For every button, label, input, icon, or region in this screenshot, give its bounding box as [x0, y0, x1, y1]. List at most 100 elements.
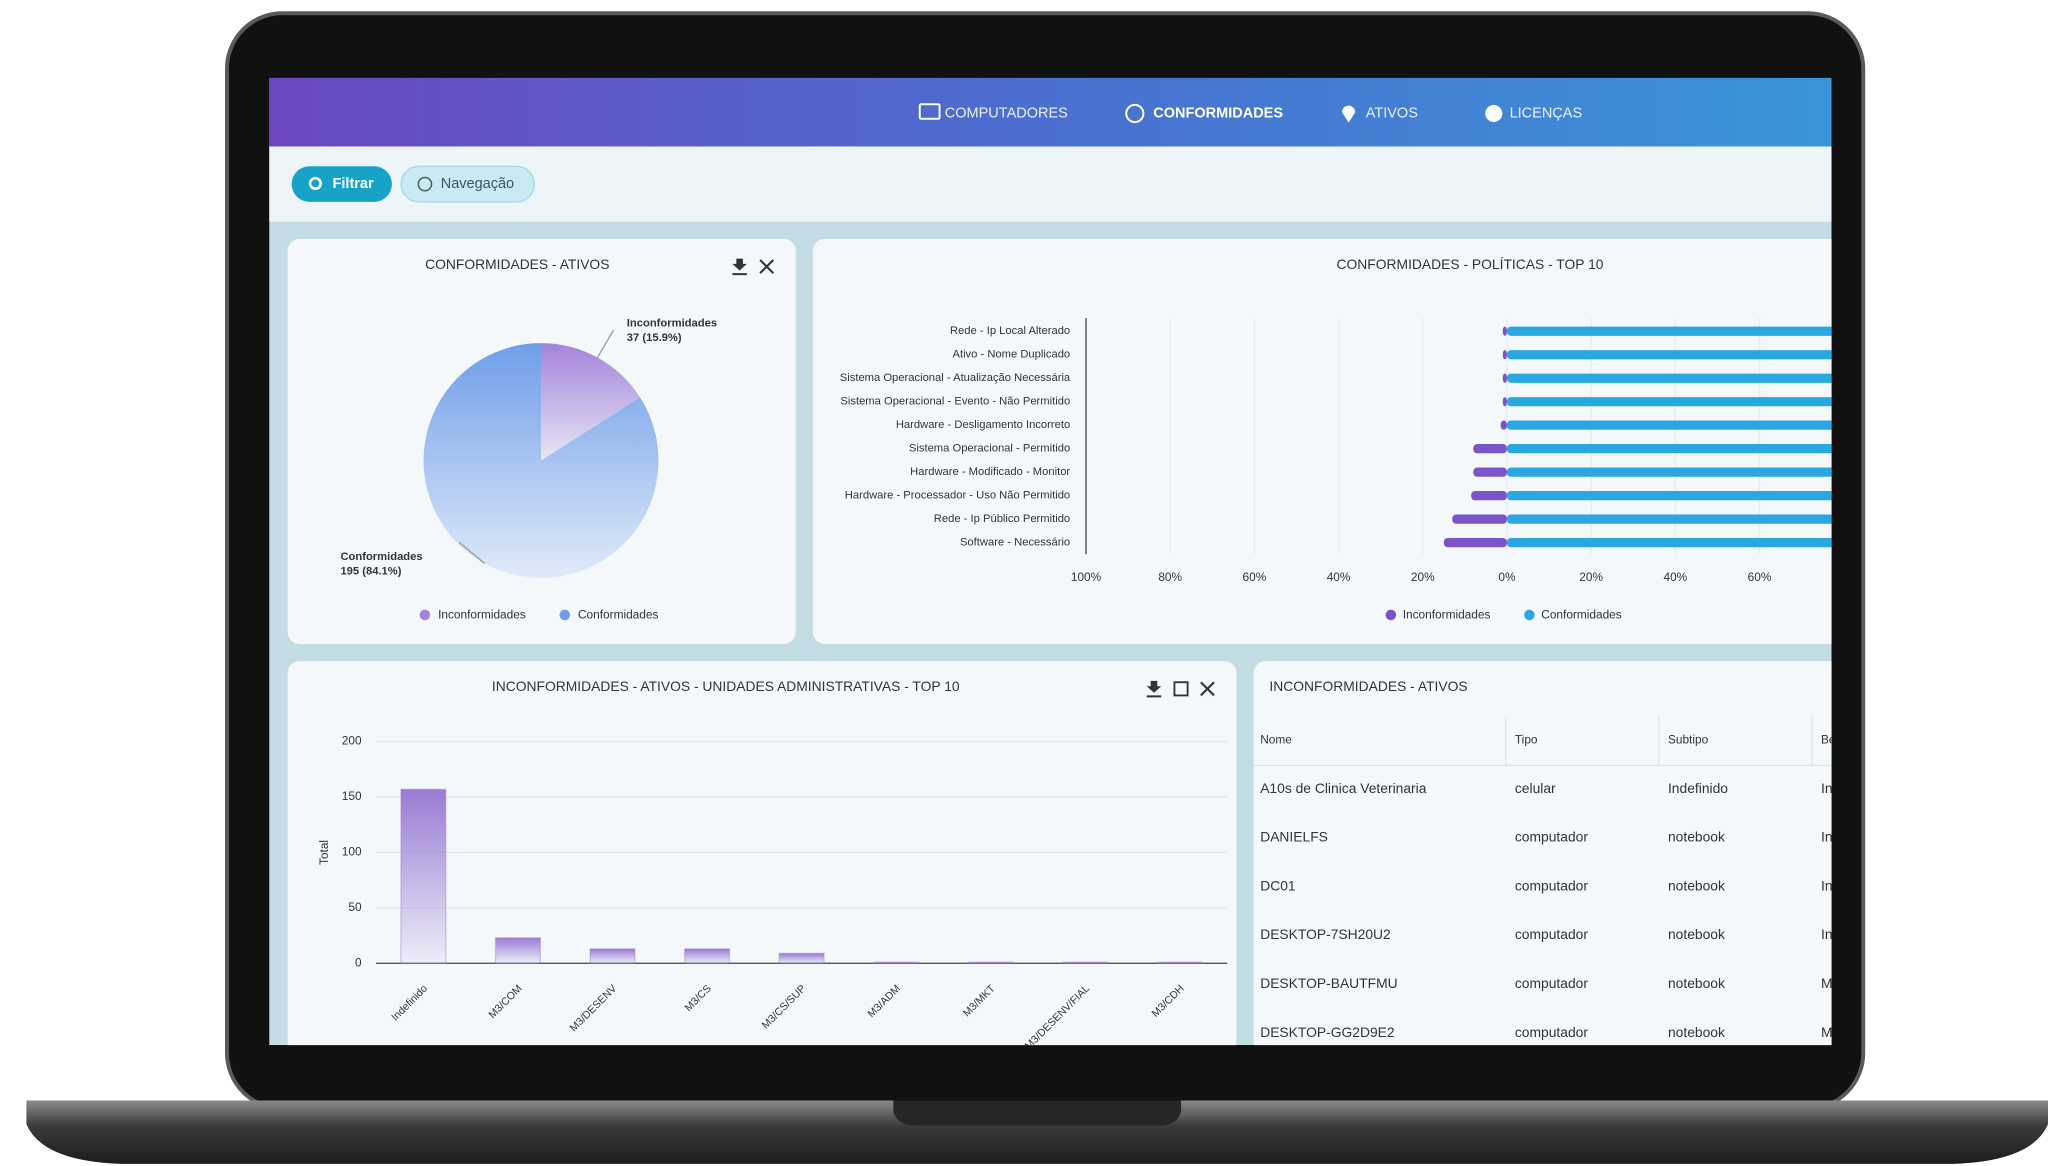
- legend-label: Conformidades: [578, 608, 658, 622]
- legend-dot: [1524, 609, 1535, 621]
- bar: [1506, 420, 1832, 430]
- x-tick-label: 40%: [1327, 570, 1351, 584]
- bar: [1062, 961, 1109, 964]
- bar: [1506, 350, 1832, 360]
- y-tick-label: 50: [348, 900, 362, 914]
- table-cell: In: [1821, 877, 1833, 893]
- bar: [1506, 373, 1832, 383]
- bar: [967, 961, 1014, 964]
- x-tick-label: 60%: [1748, 570, 1772, 584]
- y-tick-label: Sistema Operacional - Evento - Não Permi…: [840, 396, 1070, 408]
- table-cell: M: [1821, 1024, 1833, 1040]
- nav-item[interactable]: LICENÇAS: [1510, 105, 1583, 121]
- y-tick-label: Sistema Operacional - Atualização Necess…: [840, 372, 1071, 384]
- leader-line: [596, 329, 615, 358]
- bar: [1506, 444, 1832, 454]
- y-tick-label: 0: [355, 955, 362, 969]
- y-tick-label: Rede - Ip Local Alterado: [950, 325, 1070, 337]
- nav-item[interactable]: COMPUTADORES: [945, 105, 1068, 121]
- leader-line: [458, 541, 486, 565]
- bar: [1502, 350, 1507, 360]
- column-header: Nome: [1260, 732, 1292, 746]
- table-cell: computador: [1515, 926, 1588, 942]
- table-cell: notebook: [1668, 877, 1725, 893]
- table-cell: In: [1821, 926, 1833, 942]
- panel: [1253, 661, 1832, 1046]
- y-tick-label: 100: [342, 845, 362, 859]
- header: [269, 77, 1832, 147]
- table-cell: M: [1821, 975, 1833, 991]
- icon-gear: [1485, 104, 1503, 123]
- button-label: Filtrar: [333, 176, 374, 192]
- x-tick-label: 100%: [1071, 570, 1102, 584]
- table-cell: DANIELFS: [1260, 829, 1328, 845]
- x-tick-label: 60%: [1243, 570, 1267, 584]
- table-cell: In: [1821, 780, 1833, 796]
- table-cell: DESKTOP-BAUTFMU: [1260, 975, 1397, 991]
- legend-dot: [559, 609, 571, 621]
- bar: [1506, 491, 1832, 501]
- table-cell: Indefinido: [1668, 780, 1728, 796]
- legend-dot: [1385, 609, 1397, 621]
- icon-search: [308, 176, 322, 191]
- icon-table[interactable]: [1173, 681, 1189, 697]
- icon-computer: [918, 103, 941, 120]
- screen: COMPUTADORES CONFORMIDADES ATIVOS LICENÇ…: [269, 77, 1836, 1046]
- panel-title: INCONFORMIDADES - ATIVOS - UNIDADES ADMI…: [492, 678, 960, 694]
- bar: [1506, 397, 1832, 407]
- icon-pin: [1342, 105, 1356, 123]
- table-cell: computador: [1515, 829, 1588, 845]
- bar: [1471, 491, 1507, 501]
- bar: [1443, 538, 1507, 548]
- panel-icons: [732, 258, 1215, 698]
- bar: [1506, 467, 1832, 477]
- bar: [1506, 514, 1832, 524]
- bar: [494, 937, 542, 964]
- button-label: Navegação: [441, 176, 514, 192]
- table-cell: notebook: [1668, 1024, 1725, 1040]
- table-cell: DC01: [1260, 877, 1296, 893]
- table-cell: notebook: [1668, 926, 1725, 942]
- x-tick-label: 20%: [1579, 570, 1603, 584]
- icon-expand[interactable]: [759, 259, 775, 274]
- slice-label: Inconformidades: [627, 317, 717, 329]
- y-tick-label: Hardware - Processador - Uso Não Permiti…: [845, 490, 1070, 502]
- bar: [1156, 961, 1204, 964]
- table-cell: In: [1821, 829, 1833, 845]
- column-header: Be: [1821, 732, 1836, 746]
- y-tick-label: Hardware - Modificado - Monitor: [910, 466, 1070, 478]
- y-tick-label: Hardware - Desligamento Incorreto: [896, 419, 1070, 431]
- bar: [1506, 538, 1832, 548]
- nav-item[interactable]: ATIVOS: [1366, 105, 1418, 121]
- table-cell: computador: [1515, 1024, 1588, 1040]
- bar: [1473, 444, 1507, 454]
- table-cell: celular: [1515, 780, 1556, 796]
- table-cell: A10s de Clinica Veterinaria: [1260, 780, 1427, 796]
- panel-title: CONFORMIDADES - POLÍTICAS - TOP 10: [1337, 256, 1604, 272]
- y-tick-label: Sistema Operacional - Permitido: [909, 443, 1070, 455]
- column-header: Subtipo: [1668, 732, 1709, 746]
- icon-download[interactable]: [732, 258, 747, 276]
- table-cell: DESKTOP-7SH20U2: [1260, 926, 1391, 942]
- table: Nome Tipo Subtipo Be A10s de Clinica Veterin…: [1253, 716, 1836, 1040]
- bar: [873, 961, 920, 964]
- icon-expand[interactable]: [1200, 681, 1215, 697]
- policy-chart: 100% 80% 60% 40% 20% 0% 20% 40% 60% Rede - Ip Loc…: [840, 318, 1832, 622]
- legend-label: Inconformidades: [438, 608, 526, 622]
- filter-button[interactable]: [291, 166, 392, 202]
- bar: [1452, 514, 1507, 524]
- nav-item[interactable]: CONFORMIDADES: [1153, 105, 1283, 121]
- x-tick-label: 40%: [1663, 570, 1687, 584]
- bar: [589, 948, 636, 964]
- icon-download[interactable]: [1146, 680, 1162, 698]
- table-cell: notebook: [1668, 975, 1725, 991]
- pie-slice: [541, 343, 640, 461]
- bar: [1502, 397, 1507, 407]
- nav-button[interactable]: [400, 165, 536, 203]
- icon-check: [1125, 103, 1145, 124]
- bar: [778, 952, 825, 964]
- bar: [683, 948, 731, 964]
- laptop-base: [26, 1100, 2048, 1164]
- y-tick-label: Rede - Ip Público Permitido: [934, 513, 1070, 525]
